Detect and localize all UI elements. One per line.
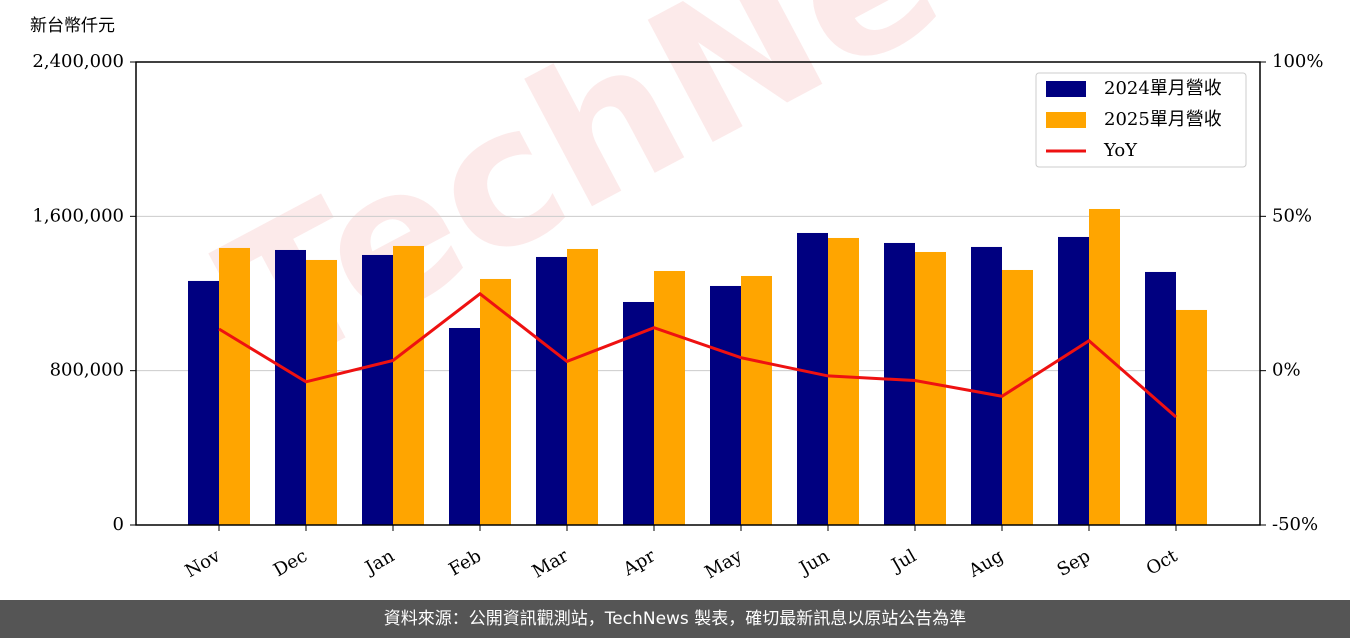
legend-label: 2024單月營收: [1104, 78, 1222, 99]
bar: [362, 254, 393, 525]
plot-frame: [135, 61, 1261, 526]
bar: [710, 285, 741, 525]
y-tick-label: 1,600,000: [32, 205, 124, 226]
bar: [623, 301, 654, 525]
bar: [306, 259, 337, 525]
y2-tick-label: 100%: [1272, 51, 1323, 72]
bar: [567, 248, 598, 525]
bar: [275, 249, 306, 525]
bar: [1145, 271, 1176, 525]
bar: [449, 327, 480, 525]
y2-tick-label: 50%: [1272, 205, 1312, 226]
x-tick-label: Jun: [794, 545, 833, 580]
bar: [828, 237, 859, 525]
bar: [741, 275, 772, 525]
y-tick-label: 2,400,000: [32, 51, 124, 72]
bar: [536, 256, 567, 525]
y2-tick-label: 0%: [1272, 360, 1301, 381]
y2-tick-label: -50%: [1272, 514, 1318, 535]
bar: [393, 245, 424, 525]
x-tick-label: Nov: [182, 545, 225, 582]
x-tick-label: May: [701, 545, 746, 583]
yoy-line: [218, 291, 1177, 419]
bar: [1176, 309, 1207, 525]
bar: [884, 242, 915, 525]
y-tick-label: 800,000: [50, 360, 124, 381]
x-tick-label: Mar: [529, 545, 573, 582]
x-tick-label: Sep: [1054, 545, 1094, 580]
x-tick-label: Dec: [270, 545, 311, 581]
x-tick-label: Aug: [964, 545, 1007, 582]
x-tick-label: Apr: [619, 545, 659, 580]
bar: [480, 278, 511, 525]
y-axis-label: 新台幣仟元: [30, 16, 115, 36]
bar: [1058, 236, 1089, 526]
y-tick-label: 0: [113, 514, 124, 535]
x-tick-label: Jan: [360, 545, 398, 579]
legend-swatch: [1046, 81, 1086, 97]
x-tick-label: Feb: [445, 545, 485, 580]
bar: [797, 232, 828, 525]
bar: [1002, 269, 1033, 525]
bar: [219, 247, 250, 525]
legend: 2024單月營收 2025單月營收 YoY: [1035, 72, 1247, 168]
bar: [915, 251, 946, 526]
bar: [654, 270, 685, 525]
bar: [1089, 208, 1120, 525]
footer: 資料來源：公開資訊觀測站，TechNews 製表，確切最新訊息以原站公告為準: [384, 609, 966, 629]
legend-box: [1035, 72, 1247, 168]
bar: [971, 246, 1002, 525]
x-tick-label: Oct: [1143, 545, 1182, 580]
legend-label: 2025單月營收: [1104, 109, 1222, 130]
legend-label: YoY: [1103, 140, 1138, 161]
bar: [188, 280, 219, 525]
legend-swatch: [1046, 112, 1086, 128]
x-tick-label: Jul: [886, 545, 920, 577]
footer-bar: [0, 600, 1350, 638]
